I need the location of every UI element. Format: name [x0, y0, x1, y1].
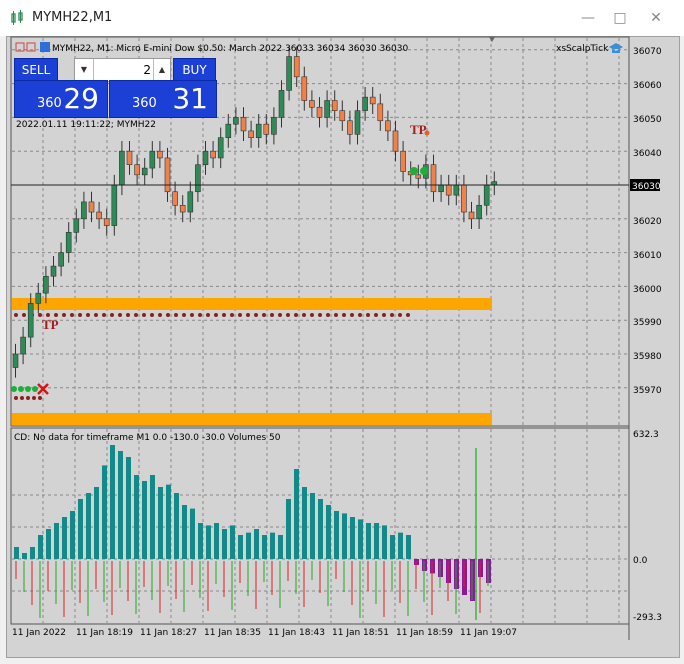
- indicator-name: xsScalpTick: [556, 44, 609, 54]
- chart-candles-icon: [11, 10, 23, 25]
- buy-price-box[interactable]: 360 31: [109, 80, 217, 118]
- current-price-label: 36030: [632, 182, 661, 192]
- price-tick: 35990: [633, 318, 662, 328]
- buy-price-big: 31: [172, 82, 208, 115]
- shift-marker-icon[interactable]: [489, 37, 495, 42]
- lot-dropdown-icon[interactable]: ▼: [75, 59, 94, 81]
- graduation-cap-icon: [609, 43, 623, 53]
- sell-price-big: 29: [63, 82, 99, 115]
- time-tick: 11 Jan 18:27: [140, 628, 197, 638]
- sell-price-small: 360: [37, 96, 62, 111]
- close-button[interactable]: ✕: [650, 10, 662, 26]
- time-tick: 11 Jan 2022: [12, 628, 66, 638]
- chart-header: MYMH22, M1: Micro E-mini Dow $0.50: Marc…: [52, 44, 408, 54]
- buy-price-small: 360: [132, 96, 157, 111]
- time-tick: 11 Jan 18:19: [76, 628, 133, 638]
- sub-tick: -293.3: [633, 613, 662, 623]
- buy-button[interactable]: BUY: [173, 58, 216, 82]
- price-tick: 36060: [633, 81, 662, 91]
- time-tick: 11 Jan 19:07: [460, 628, 517, 638]
- one-click-trade-panel: SELL ▼ 2 ▲ BUY 360 29 360 31: [14, 58, 217, 118]
- sub-window-title: CD: No data for timeframe M1 0.0 -130.0 …: [14, 433, 281, 443]
- tp-label: TP: [42, 317, 59, 332]
- time-axis: 11 Jan 2022 11 Jan 18:19 11 Jan 18:27 11…: [12, 628, 517, 638]
- window-title: MYMH22,M1: [32, 10, 113, 25]
- price-tick: 36040: [633, 149, 662, 159]
- lot-field: ▼ 2 ▲: [74, 58, 171, 82]
- lot-up-icon[interactable]: ▲: [153, 59, 170, 81]
- time-tick: 11 Jan 18:59: [396, 628, 453, 638]
- sub-tick: 632.3: [633, 430, 659, 440]
- sub-tick: 0.0: [633, 556, 648, 566]
- time-tick: 11 Jan 18:51: [332, 628, 389, 638]
- trade-markers: [11, 130, 430, 395]
- price-tick: 36050: [633, 115, 662, 125]
- minimize-button[interactable]: —: [581, 10, 595, 26]
- price-axis: 36070 36060 36050 36040 36020 36010 3600…: [633, 47, 662, 396]
- price-tick: 36020: [633, 217, 662, 227]
- price-tick: 36000: [633, 285, 662, 295]
- sub-axis: 632.3 0.0 -293.3: [633, 430, 662, 623]
- chart-timestamp: 2022.01.11 19:11:22; MYMH22: [16, 120, 156, 130]
- sell-button[interactable]: SELL: [14, 58, 58, 82]
- tp-label: TP: [410, 122, 427, 137]
- time-tick: 11 Jan 18:43: [268, 628, 325, 638]
- price-tick: 35980: [633, 352, 662, 362]
- volume-histogram: [14, 445, 491, 620]
- chart-header-icons: [15, 42, 50, 52]
- time-tick: 11 Jan 18:35: [204, 628, 261, 638]
- current-price-tag: [630, 179, 660, 191]
- maximize-button[interactable]: □: [613, 10, 627, 26]
- price-tick: 36070: [633, 47, 662, 57]
- lot-input[interactable]: 2: [143, 63, 151, 77]
- support-bands: [12, 298, 492, 425]
- price-tick: 36010: [633, 251, 662, 261]
- sell-price-box[interactable]: 360 29: [14, 80, 108, 118]
- title-bar: MYMH22,M1 — □ ✕: [0, 0, 684, 36]
- price-tick: 35970: [633, 386, 662, 396]
